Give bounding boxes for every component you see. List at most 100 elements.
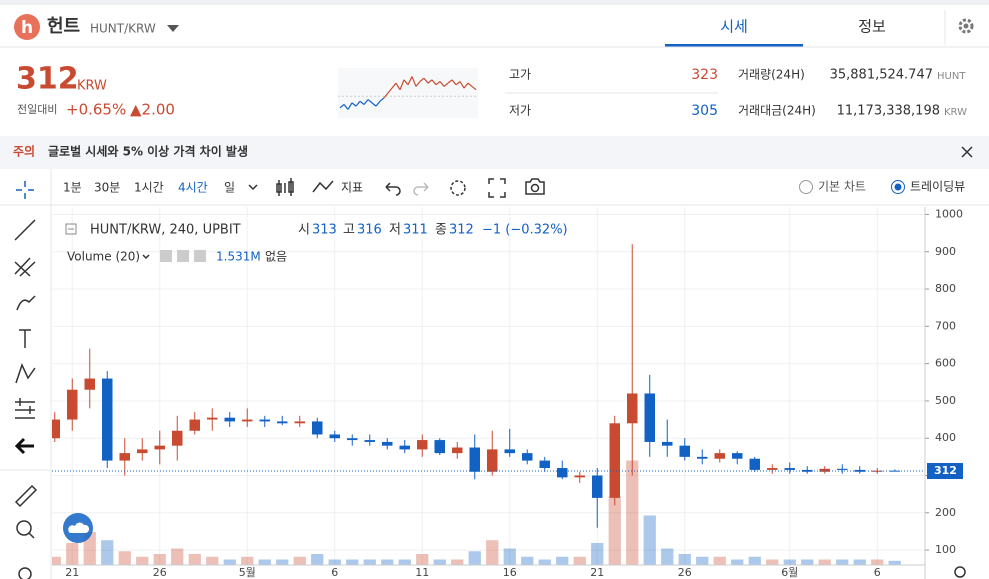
notice-bar bbox=[0, 136, 989, 169]
sparkline-segment bbox=[367, 99, 373, 104]
volume-icon[interactable] bbox=[177, 250, 189, 262]
sparkline-segment bbox=[447, 79, 453, 84]
candle-body bbox=[102, 378, 113, 461]
x-tick-label: 6 bbox=[331, 566, 338, 579]
volume-bar bbox=[241, 556, 254, 565]
candle-body bbox=[364, 440, 375, 442]
volume-bar bbox=[538, 559, 551, 565]
volume-bar bbox=[451, 559, 464, 565]
candle-body bbox=[819, 468, 830, 472]
volume-dropdown[interactable] bbox=[142, 254, 150, 260]
last-price-box bbox=[927, 463, 963, 480]
x-tick-label: 16 bbox=[503, 566, 517, 579]
candle-body bbox=[294, 421, 305, 424]
candle-body bbox=[329, 434, 340, 439]
screenshot[interactable] bbox=[525, 178, 545, 195]
x-tick-label: 6 bbox=[874, 566, 881, 579]
y-tick-label: 900 bbox=[935, 245, 956, 258]
collapse-icon[interactable] bbox=[65, 223, 77, 235]
indicator-icon[interactable] bbox=[312, 180, 334, 193]
sparkline-segment bbox=[451, 79, 457, 86]
volume-bar bbox=[433, 559, 446, 565]
interval-dropdown[interactable] bbox=[248, 184, 258, 191]
candle-body bbox=[259, 419, 270, 422]
volume-bar bbox=[591, 543, 604, 565]
volume-icon[interactable] bbox=[194, 250, 206, 262]
chart-type-icon[interactable] bbox=[276, 178, 294, 196]
interval[interactable]: 일 bbox=[224, 181, 235, 195]
redo[interactable] bbox=[413, 182, 429, 196]
candle-body bbox=[662, 441, 673, 446]
volume-bar bbox=[661, 548, 674, 565]
tab[interactable]: 정보 bbox=[858, 18, 886, 36]
interval[interactable]: 30분 bbox=[94, 181, 120, 195]
basic-chart[interactable]: 기본 차트 bbox=[818, 180, 866, 194]
candle-body bbox=[644, 393, 655, 442]
candle-body bbox=[172, 430, 183, 446]
candle-body bbox=[697, 456, 708, 459]
volume-icon[interactable] bbox=[160, 250, 172, 262]
legend-volume: Volume (20) bbox=[67, 250, 140, 264]
sparkline-segment bbox=[435, 81, 441, 86]
volume-bar bbox=[713, 556, 726, 565]
screenshot[interactable] bbox=[530, 183, 540, 193]
volume-bar bbox=[731, 559, 744, 565]
fullscreen[interactable] bbox=[488, 178, 506, 198]
candle-body bbox=[627, 393, 638, 424]
drawing-tools[interactable] bbox=[14, 181, 38, 579]
volume-bar bbox=[118, 551, 131, 565]
candle-body bbox=[522, 453, 533, 461]
x-tick-label: 26 bbox=[153, 566, 167, 579]
candle-body bbox=[207, 417, 218, 420]
sparkline-segment bbox=[459, 81, 465, 89]
volume-bar bbox=[171, 548, 184, 565]
sparkline-segment bbox=[439, 81, 445, 87]
volume-bar bbox=[836, 559, 849, 565]
candle-body bbox=[347, 438, 358, 441]
x-tick-label: 21 bbox=[65, 566, 79, 579]
low-label: 저가 bbox=[509, 104, 531, 118]
candle-body bbox=[609, 423, 620, 498]
settings[interactable] bbox=[450, 180, 466, 196]
radio[interactable] bbox=[799, 180, 813, 194]
tab[interactable]: 시세 bbox=[720, 18, 748, 36]
candle-body bbox=[679, 445, 690, 457]
interval[interactable]: 4시간 bbox=[178, 181, 208, 195]
candle-body bbox=[382, 441, 393, 446]
tradingview[interactable]: 트레이딩뷰 bbox=[910, 180, 965, 194]
interval[interactable]: 1분 bbox=[63, 181, 82, 195]
candle-body bbox=[67, 389, 78, 420]
amount-label: 거래대금(24H) bbox=[738, 104, 816, 118]
legend-symbol: HUNT/KRW, 240, UPBIT bbox=[90, 223, 241, 238]
legend-open-label: 시 bbox=[298, 223, 310, 238]
radio[interactable] bbox=[891, 180, 905, 194]
candle-body bbox=[399, 445, 410, 450]
candle-body bbox=[312, 421, 323, 435]
volume-bar bbox=[311, 554, 324, 565]
y-tick-label: 500 bbox=[935, 394, 956, 407]
candle-body bbox=[784, 468, 795, 470]
axis-settings[interactable] bbox=[954, 566, 966, 578]
volume-bar bbox=[101, 540, 114, 565]
amount-value: 11,173,338,198 bbox=[837, 104, 940, 119]
indicator[interactable]: 지표 bbox=[341, 181, 363, 195]
interval[interactable]: 1시간 bbox=[134, 181, 164, 195]
volume-unit: HUNT bbox=[937, 71, 966, 82]
volume-bar bbox=[188, 554, 201, 565]
volume-bar bbox=[83, 532, 96, 565]
volume-bar bbox=[363, 559, 376, 565]
volume-bar bbox=[416, 554, 429, 565]
change-amount: ▲2.00 bbox=[130, 101, 175, 119]
undo[interactable] bbox=[385, 182, 401, 196]
settings-icon[interactable] bbox=[958, 18, 974, 34]
legend-high-label: 고 bbox=[343, 223, 355, 238]
close-button[interactable] bbox=[961, 146, 973, 158]
candle-body bbox=[137, 449, 148, 454]
logo bbox=[14, 14, 40, 40]
candle-body bbox=[84, 378, 95, 390]
sparkline-segment bbox=[391, 82, 397, 89]
sparkline-segment bbox=[343, 104, 349, 110]
candle-body bbox=[487, 449, 498, 472]
dropdown-arrow[interactable] bbox=[167, 25, 179, 32]
